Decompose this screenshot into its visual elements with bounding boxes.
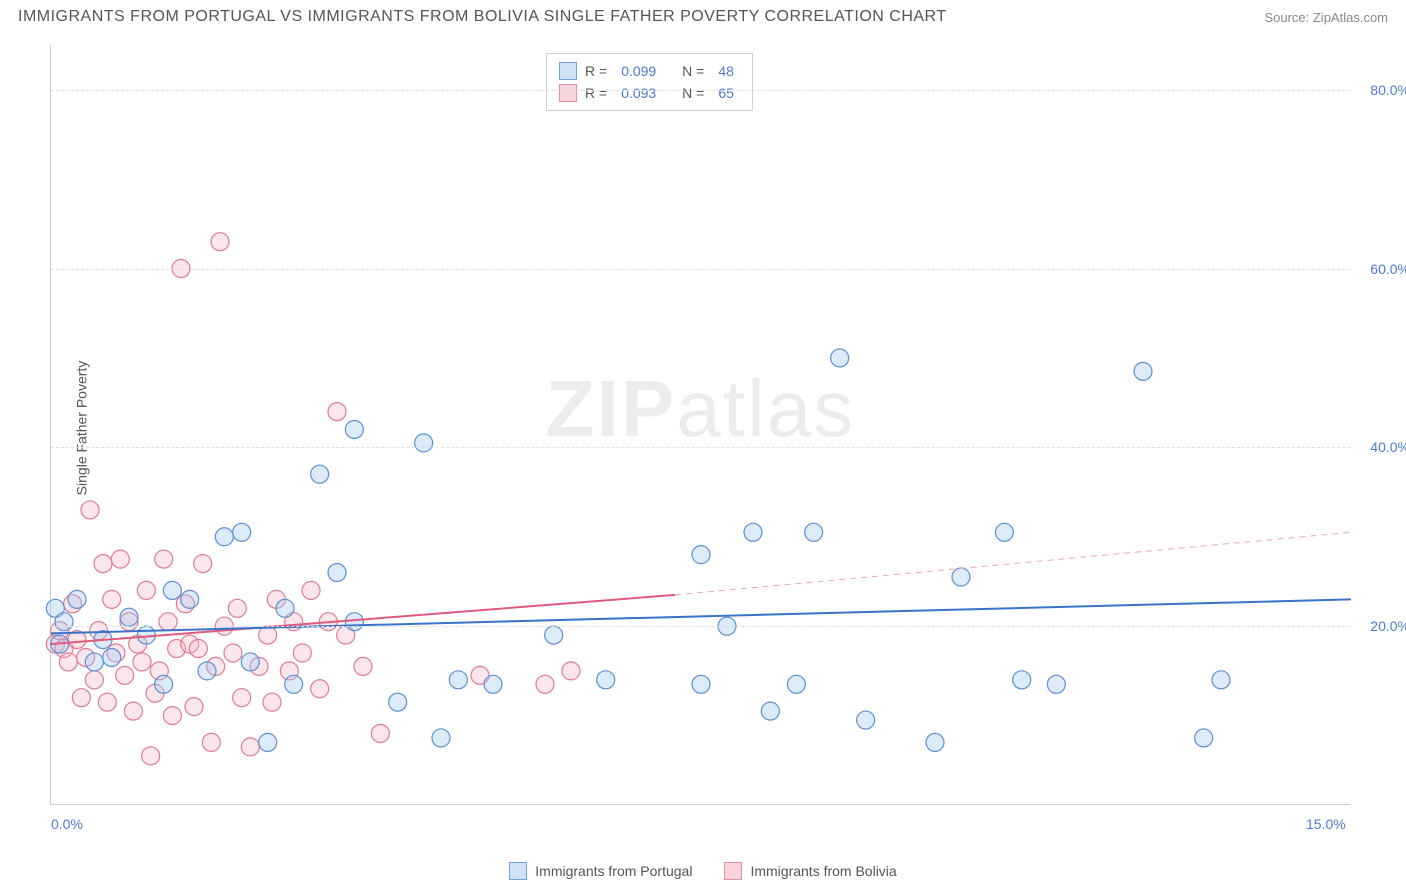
data-point <box>1134 362 1152 380</box>
y-tick-label: 60.0% <box>1355 261 1406 277</box>
data-point <box>124 702 142 720</box>
data-point <box>155 550 173 568</box>
data-point <box>1212 671 1230 689</box>
data-point <box>233 689 251 707</box>
data-point <box>194 555 212 573</box>
data-point <box>103 590 121 608</box>
data-point <box>302 581 320 599</box>
data-point <box>228 599 246 617</box>
swatch-blue-icon <box>509 862 527 880</box>
data-point <box>72 689 90 707</box>
data-point <box>81 501 99 519</box>
data-point <box>211 233 229 251</box>
data-point <box>116 666 134 684</box>
data-point <box>276 599 294 617</box>
data-point <box>198 662 216 680</box>
data-point <box>536 675 554 693</box>
source-attribution: Source: ZipAtlas.com <box>1264 10 1388 25</box>
data-point <box>85 671 103 689</box>
data-point <box>111 550 129 568</box>
data-point <box>224 644 242 662</box>
bottom-legend: Immigrants from Portugal Immigrants from… <box>0 862 1406 880</box>
data-point <box>805 523 823 541</box>
data-point <box>692 675 710 693</box>
data-point <box>185 698 203 716</box>
data-point <box>241 653 259 671</box>
data-point <box>761 702 779 720</box>
grid-line <box>51 90 1350 91</box>
data-point <box>94 555 112 573</box>
data-point <box>137 581 155 599</box>
data-point <box>484 675 502 693</box>
legend-item-bolivia: Immigrants from Bolivia <box>724 862 896 880</box>
data-point <box>285 675 303 693</box>
data-point <box>1195 729 1213 747</box>
data-point <box>545 626 563 644</box>
data-point <box>55 613 73 631</box>
data-point <box>133 653 151 671</box>
data-point <box>293 644 311 662</box>
data-point <box>181 590 199 608</box>
data-point <box>692 546 710 564</box>
legend-label: Immigrants from Bolivia <box>750 863 896 879</box>
data-point <box>189 640 207 658</box>
data-point <box>311 465 329 483</box>
x-tick-label: 0.0% <box>51 816 83 832</box>
data-point <box>597 671 615 689</box>
data-point <box>215 528 233 546</box>
data-point <box>159 613 177 631</box>
data-point <box>85 653 103 671</box>
y-tick-label: 40.0% <box>1355 439 1406 455</box>
data-point <box>389 693 407 711</box>
data-point <box>371 724 389 742</box>
swatch-pink-icon <box>724 862 742 880</box>
data-point <box>202 733 220 751</box>
grid-line <box>51 269 1350 270</box>
grid-line <box>51 626 1350 627</box>
data-point <box>562 662 580 680</box>
trend-line <box>675 532 1351 595</box>
scatter-plot-svg <box>51 45 1350 804</box>
legend-item-portugal: Immigrants from Portugal <box>509 862 692 880</box>
data-point <box>120 608 138 626</box>
data-point <box>1047 675 1065 693</box>
data-point <box>163 707 181 725</box>
data-point <box>415 434 433 452</box>
chart-title: IMMIGRANTS FROM PORTUGAL VS IMMIGRANTS F… <box>18 8 947 26</box>
y-tick-label: 20.0% <box>1355 618 1406 634</box>
data-point <box>449 671 467 689</box>
data-point <box>952 568 970 586</box>
data-point <box>311 680 329 698</box>
chart-plot-area: ZIPatlas R = 0.099 N = 48 R = 0.093 N = … <box>50 45 1350 805</box>
data-point <box>241 738 259 756</box>
data-point <box>328 564 346 582</box>
data-point <box>831 349 849 367</box>
data-point <box>259 733 277 751</box>
data-point <box>98 693 116 711</box>
data-point <box>233 523 251 541</box>
data-point <box>354 657 372 675</box>
data-point <box>744 523 762 541</box>
y-tick-label: 80.0% <box>1355 82 1406 98</box>
data-point <box>155 675 173 693</box>
data-point <box>787 675 805 693</box>
data-point <box>345 420 363 438</box>
data-point <box>328 403 346 421</box>
data-point <box>263 693 281 711</box>
data-point <box>345 613 363 631</box>
grid-line <box>51 447 1350 448</box>
x-tick-label: 15.0% <box>1306 816 1346 832</box>
data-point <box>857 711 875 729</box>
data-point <box>995 523 1013 541</box>
data-point <box>432 729 450 747</box>
data-point <box>163 581 181 599</box>
data-point <box>59 653 77 671</box>
data-point <box>68 590 86 608</box>
data-point <box>103 648 121 666</box>
legend-label: Immigrants from Portugal <box>535 863 692 879</box>
data-point <box>142 747 160 765</box>
data-point <box>1013 671 1031 689</box>
data-point <box>926 733 944 751</box>
